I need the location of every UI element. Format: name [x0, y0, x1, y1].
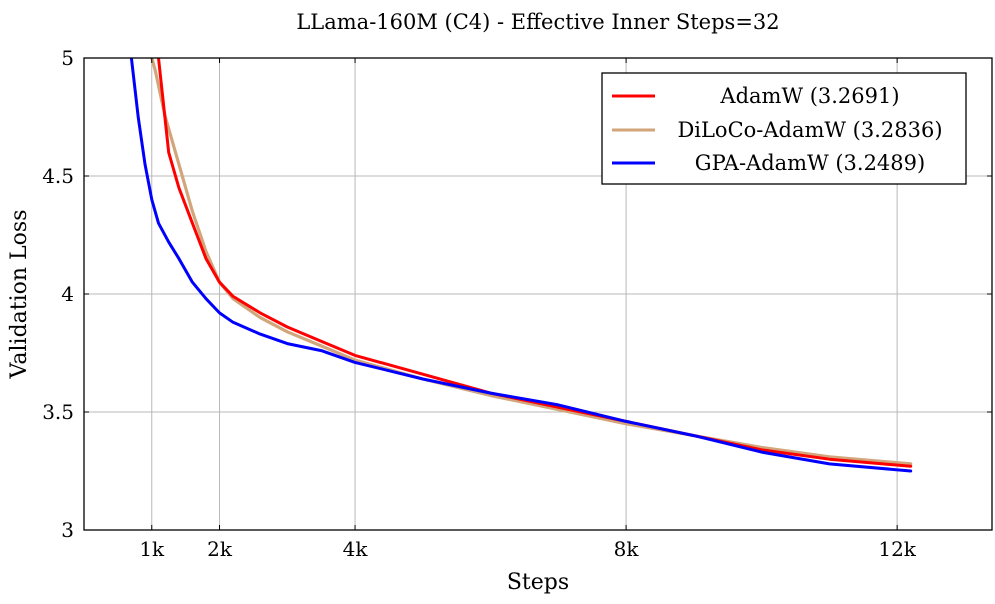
- x-tick-label: 2k: [207, 537, 233, 561]
- series-line-gpa: [129, 58, 913, 473]
- legend: AdamW (3.2691) DiLoCo-AdamW (3.2836) GPA…: [601, 72, 967, 185]
- x-tick-label: 12k: [878, 537, 916, 561]
- y-tick-label: 4.5: [42, 164, 74, 188]
- series-layer: [129, 58, 913, 473]
- x-axis-label: Steps: [507, 570, 569, 595]
- legend-label-diloco: DiLoCo-AdamW (3.2836): [677, 118, 942, 142]
- y-tick-label: 5: [61, 46, 74, 70]
- y-tick-label: 3.5: [42, 400, 74, 424]
- legend-label-gpa: GPA-AdamW (3.2489): [695, 151, 925, 175]
- x-tick-label: 8k: [614, 537, 640, 561]
- legend-label-adamw: AdamW (3.2691): [719, 84, 899, 108]
- y-tick-label: 4: [61, 282, 74, 306]
- y-axis-label: Validation Loss: [7, 210, 32, 380]
- tick-layer: 1k 2k 4k 8k 12k 3 3.5 4 4.5 5: [42, 46, 992, 561]
- chart-title: LLama-160M (C4) - Effective Inner Steps=…: [296, 10, 779, 34]
- x-tick-label: 1k: [139, 537, 165, 561]
- legend-box: [601, 72, 967, 185]
- x-tick-label: 4k: [343, 537, 369, 561]
- y-tick-label: 3: [61, 518, 74, 542]
